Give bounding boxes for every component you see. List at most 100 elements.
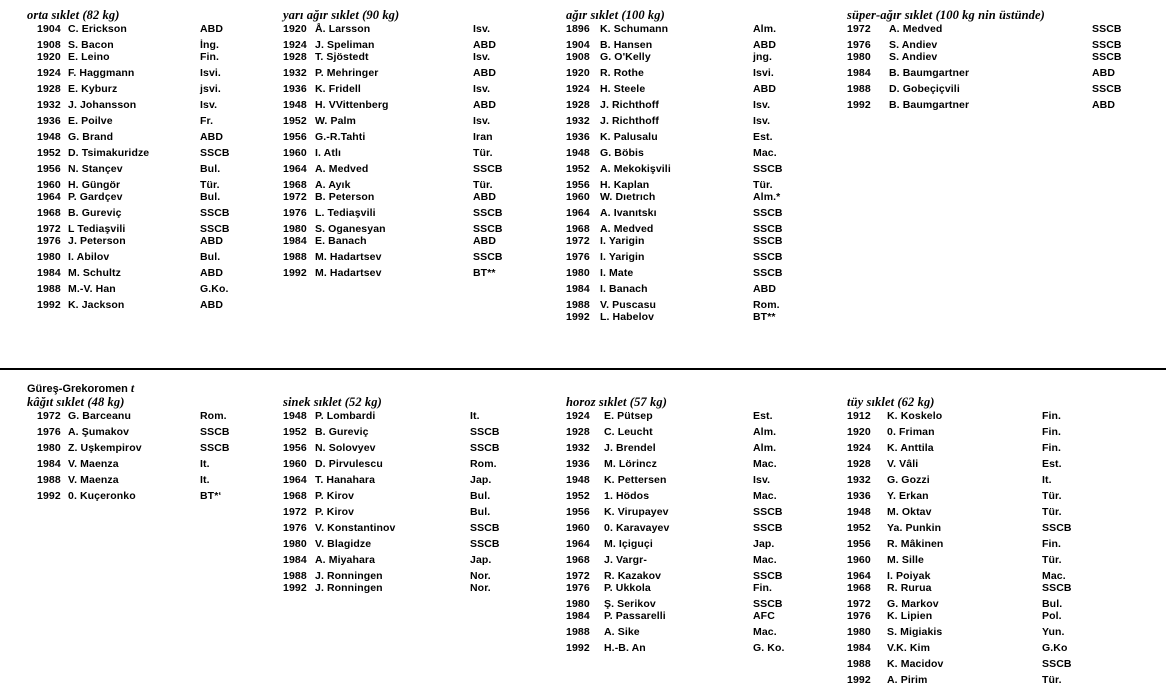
champion-name: V. Maenza [68,458,119,470]
champion-country: İng. [200,39,220,51]
champion-year: 1948 [283,410,307,422]
champion-name: N. Stançev [68,163,123,175]
champion-year: 1964 [847,570,871,582]
champion-year: 1984 [847,67,871,79]
champion-country: Mac. [753,147,777,159]
champion-year: 1956 [566,179,590,191]
champion-country: Bul. [1042,598,1063,610]
champion-name: K. Jackson [68,299,125,311]
entry-group: 1948 H. VVittenberg ABD [283,99,555,111]
champion-row: 1924 F. Haggmann Isvi. [27,67,299,79]
champion-country: Jap. [470,474,492,486]
entry-group: 1960 I. Atlı Tür. [283,147,555,159]
entry-group: 1964 A. Medved SSCB [283,163,555,175]
entry-group: 1968 P. Kirov Bul. [283,490,555,502]
champion-year: 1984 [283,235,307,247]
champion-row: 1992 B. Baumgartner ABD [847,99,1119,111]
champion-row: 1948 H. VVittenberg ABD [283,99,555,111]
champion-row: 1984 E. Banach ABD [283,235,555,247]
champion-name: V. Maenza [68,474,119,486]
champion-year: 1968 [566,554,590,566]
entry-group: 1968 A. Ayık Tür. 1972 B. Peterson ABD [283,179,555,203]
champion-row: 1972 G. Barceanu Rom. [27,410,299,422]
champion-year: 1988 [283,570,307,582]
champion-row: 1956 H. Kaplan Tür. [566,179,838,191]
champion-country: It. [470,410,480,422]
champion-row: 1968 J. Vargr- Mac. [566,554,838,566]
champion-country: Fin. [1042,410,1062,422]
entry-group: 1948 G. Brand ABD [27,131,299,143]
champion-country: SSCB [200,442,230,454]
champion-name: P. Mehringer [315,67,379,79]
champion-year: 1948 [283,99,307,111]
entry-group: 1964 A. Ivanıtskı SSCB [566,207,838,219]
champion-name: B. Gureviç [68,207,122,219]
champion-country: SSCB [473,163,503,175]
champion-name: K. Koskelo [887,410,943,422]
champion-country: ABD [473,39,497,51]
champion-row: 1936 E. Poilve Fr. [27,115,299,127]
weight-class-column: yarı ağır sıklet (90 kg) 1920 Å. Larsson Is… [283,8,555,283]
champion-country: ABD [200,235,224,247]
champion-country: Nor. [470,582,491,594]
champion-row: 1984 A. Miyahara Jap. [283,554,555,566]
champion-year: 1912 [847,410,871,422]
champion-row: 1908 G. O'Kelly jng. [566,51,838,63]
champion-country: Mac. [753,490,777,502]
champion-name: J. Speliman [315,39,375,51]
champion-year: 1972 [847,598,871,610]
champion-row: 1960 H. Güngör Tür. [27,179,299,191]
champion-row: 1976 P. Ukkola Fin. [566,582,838,594]
champion-year: 1976 [847,39,871,51]
champion-row: 1952 D. Tsimakuridze SSCB [27,147,299,159]
champion-row: 1928 V. Vâli Est. [847,458,1119,470]
champion-country: Tür. [1042,674,1062,686]
champion-year: 1948 [566,474,590,486]
champion-year: 1928 [566,426,590,438]
champion-year: 1980 [566,598,590,610]
champion-row: 1960 W. Dıetrıch Alm.* [566,191,838,203]
champion-name: A. Ayık [315,179,351,191]
champion-name: M. Schultz [68,267,121,279]
champion-year: 1936 [37,115,61,127]
entry-group: 1988 A. Sike Mac. [566,626,838,638]
champion-country: Bul. [200,251,221,263]
champion-row: 1904 C. Erickson ABD [27,23,299,35]
champion-country: Tür. [1042,554,1062,566]
entry-group: 1968 A. Medved SSCB 1972 I. Yarigin SSCB [566,223,838,247]
champion-row: 1988 D. Gobeçiçvili SSCB [847,83,1121,95]
champion-country: ABD [753,83,777,95]
champion-year: 1988 [283,251,307,263]
champion-country: Bul. [470,490,491,502]
champion-year: 1968 [847,582,871,594]
champion-year: 1952 [37,147,61,159]
champion-row: 1932 J. Brendel Alm. [566,442,838,454]
champion-country: Tür. [753,179,773,191]
champion-name: T. Hanahara [315,474,376,486]
champion-country: Iran [473,131,493,143]
champion-country: SSCB [470,522,500,534]
champion-country: ABD [473,235,497,247]
weight-class-title: orta sıklet (82 kg) [27,8,120,22]
champion-country: SSCB [1042,658,1072,670]
champion-name: M. Oktav [887,506,932,518]
weight-class-column: sinek sıklet (52 kg) 1948 P. Lombardi It. 19… [283,381,555,598]
champion-year: 1980 [37,251,61,263]
champion-name: K. Anttila [887,442,934,454]
champion-row: 1988 A. Sike Mac. [566,626,838,638]
champion-row: 1964 A. Ivanıtskı SSCB [566,207,838,219]
champion-year: 1932 [37,99,61,111]
champion-country: SSCB [753,163,783,175]
champion-name: B. Gureviç [315,426,369,438]
champion-country: Fin. [753,582,773,594]
champion-country: SSCB [753,223,783,235]
entry-group: 1976 I. Yarigin SSCB [566,251,838,263]
champion-name: P. Lombardi [315,410,376,422]
entry-group: 1960 M. Sille Tür. [847,554,1119,566]
champion-name: D. Pirvulescu [315,458,383,470]
champion-name: H.-B. An [604,642,646,654]
champion-row: 1964 T. Hanahara Jap. [283,474,555,486]
champion-country: SSCB [753,267,783,279]
entry-group: 1988 J. Ronningen Nor. 1992 J. Ronningen Nor. [283,570,555,594]
champion-name: K. Schumann [600,23,669,35]
